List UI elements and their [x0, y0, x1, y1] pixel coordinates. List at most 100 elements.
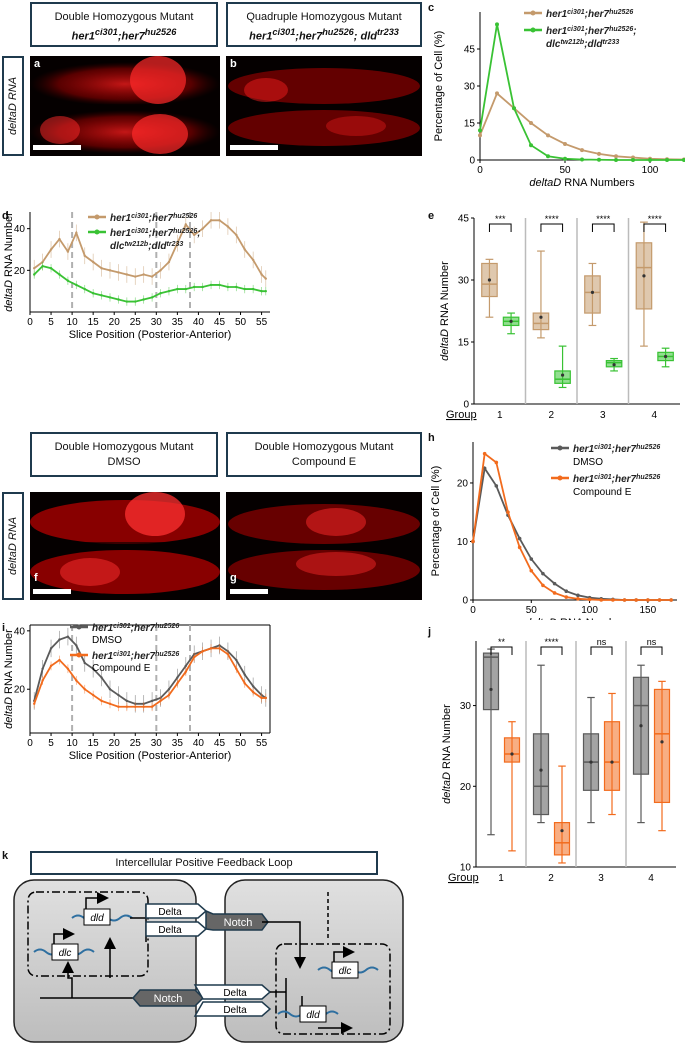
- micrograph-a: [30, 56, 220, 156]
- panel-b-title: Quadruple Homozygous Mutant her1ci301;he…: [226, 2, 422, 47]
- panel-b-genotype: her1ci301;her7hu2526; dldtr233: [249, 27, 399, 43]
- c-xlabel: deltaD RNA Numbers: [529, 177, 635, 189]
- i-legend-0-text: her1ci301;her7hu2526: [92, 623, 179, 635]
- d-ytick-label: 40: [14, 224, 26, 235]
- i-series-1-point: [66, 667, 70, 670]
- arrow-dlc-transcription: [53, 928, 75, 944]
- c-xtick-label: 100: [642, 165, 659, 176]
- d-series-1-point: [176, 287, 179, 291]
- d-series-1-point: [66, 279, 70, 282]
- i-series-0-point: [125, 699, 129, 703]
- e-category-label: 2: [548, 410, 554, 421]
- i-series-1-point: [75, 679, 78, 682]
- j-sig-bracket: [540, 646, 563, 655]
- d-series-1-point: [108, 296, 112, 299]
- d-series-1-point: [91, 292, 95, 295]
- h-series-0-point: [564, 589, 569, 594]
- diagram-k: dld dlc Delta Delta Notch Notch Delta De…: [13, 879, 404, 1043]
- gene-dlc-left-label: dlc: [59, 948, 72, 959]
- arrow-notch-to-dlc: [62, 961, 74, 998]
- i-legend-0-marker: [76, 624, 82, 630]
- d-xtick-label: 5: [48, 317, 54, 328]
- i-legend-0-sub: DMSO: [92, 635, 122, 646]
- side-label-bottom-text: deltaD RNA: [7, 516, 19, 576]
- c-legend-1-text2: dlctw212b;dldtr233: [546, 39, 619, 51]
- i-series-0-point: [41, 667, 44, 670]
- c-legend-0-marker: [530, 10, 536, 16]
- d-series-0-point: [117, 271, 120, 274]
- e-sig-label: ****: [596, 214, 611, 224]
- d-series-1-point: [201, 285, 204, 289]
- d-series-0-point: [226, 225, 230, 228]
- d-xtick-label: 20: [109, 317, 121, 328]
- j-category-label: 4: [648, 873, 654, 884]
- panel-g-letter: g: [230, 572, 237, 584]
- d-xtick-label: 15: [88, 317, 100, 328]
- gene-dld-left: [83, 908, 111, 926]
- j-sig-label: ns: [597, 637, 607, 647]
- delta-ligand-bottom-1: [193, 984, 272, 1000]
- panel-f-title-text: Double Homozygous Mutant: [54, 441, 194, 453]
- c-series-0-point: [563, 141, 567, 146]
- i-series-1-point: [260, 696, 263, 700]
- j-mean: [539, 768, 543, 772]
- e-category-label: 4: [651, 410, 657, 421]
- i-series-1-point: [100, 699, 103, 703]
- i-xtick-label: 40: [193, 738, 205, 749]
- i-series-1-point: [264, 696, 267, 700]
- i-legend-1-sub: Compound E: [92, 663, 151, 674]
- c-series-0-point: [495, 91, 499, 96]
- j-sig-label: ns: [647, 637, 657, 647]
- i-series-0-point: [83, 661, 86, 665]
- e-sig-bracket: [488, 223, 512, 232]
- j-mean: [639, 724, 643, 728]
- c-series-1-point: [580, 157, 584, 162]
- d-series-0-point: [184, 223, 187, 226]
- d-series-0-point: [150, 275, 154, 278]
- h-series-0-point: [517, 536, 522, 541]
- micrograph-f: [30, 492, 220, 600]
- i-series-0-point: [235, 658, 238, 662]
- d-xlabel: Slice Position (Posterior-Anterior): [69, 329, 232, 341]
- j-box: [603, 721, 621, 791]
- h-ytick-label: 0: [462, 596, 468, 607]
- c-series-1-point: [597, 157, 601, 162]
- i-series-0-point: [150, 699, 154, 703]
- j-ytick-label: 20: [460, 782, 472, 793]
- chart-c: 0 50 100 0 15 30 45 deltaD RNA Numbers Percentag…: [433, 9, 685, 189]
- d-series-1-point: [117, 298, 120, 301]
- i-series-1-point: [150, 705, 154, 708]
- d-series-0-point: [218, 219, 221, 222]
- notch-label-right: Notch: [224, 917, 253, 929]
- notch-receptor-right: [205, 909, 269, 931]
- h-legend-1-sub: Compound E: [573, 487, 632, 498]
- e-sig-label: ****: [648, 214, 663, 224]
- h-series-1-point: [599, 598, 604, 602]
- c-series-0-point: [529, 121, 533, 125]
- d-series-0-point: [108, 269, 112, 272]
- scale-bar-a: [33, 145, 81, 150]
- panel-k-title: Intercellular Positive Feedback Loop: [30, 851, 378, 875]
- h-ytick-label: 20: [457, 478, 469, 489]
- panel-j-letter: j: [428, 626, 432, 638]
- d-series-1-point: [33, 273, 36, 276]
- panel-b-letter: b: [230, 58, 237, 70]
- arrow-notch-right: [262, 921, 306, 969]
- d-xtick-label: 30: [151, 317, 163, 328]
- h-series-1-point: [634, 598, 638, 602]
- h-series-1-point: [471, 539, 475, 544]
- i-series-0-point: [66, 635, 70, 638]
- c-series-1-point: [495, 22, 499, 27]
- panel-a-title: Double Homozygous Mutant her1ci301;her7h…: [30, 2, 218, 47]
- d-series-0-point: [134, 275, 137, 278]
- e-mean: [487, 278, 492, 282]
- e-mean: [663, 354, 668, 359]
- panel-h-letter: h: [428, 432, 435, 444]
- d-legend-1-text: her1ci301;her7hu2526;: [110, 228, 201, 240]
- e-ytick-label: 15: [458, 338, 470, 349]
- micrograph-a-svg: [30, 56, 220, 154]
- i-xlabel: Slice Position (Posterior-Anterior): [69, 750, 232, 762]
- j-mean: [660, 740, 664, 744]
- i-xtick-label: 15: [88, 738, 100, 749]
- h-series-1-point: [587, 597, 592, 602]
